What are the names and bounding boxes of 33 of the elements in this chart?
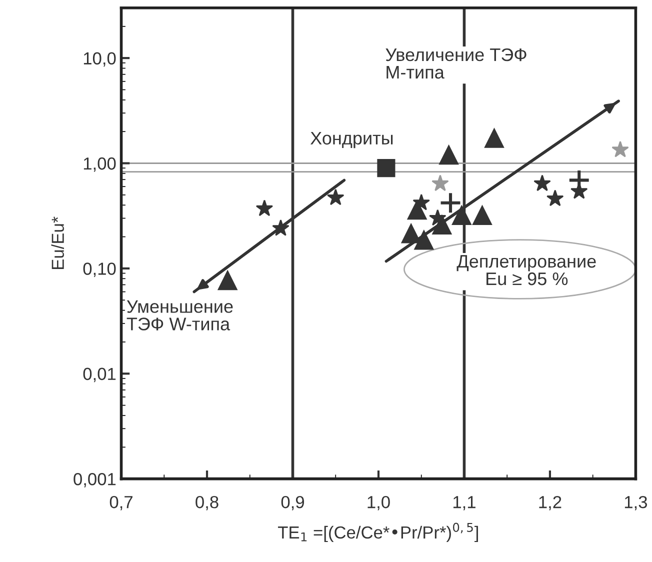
x-axis-title: TE$_{1}$ =[(Ce/Ce*•Pr/Pr*)$^{0,5}$] — [278, 522, 478, 542]
x-tick-label: 1,0 — [368, 496, 390, 510]
y-tick-label: 1,00 — [84, 157, 116, 172]
point — [472, 206, 492, 226]
annotation: Уменьшение ТЭФ W-типа — [126, 300, 233, 330]
point — [439, 192, 462, 214]
y-axis-title: Eu/Eu* — [51, 216, 64, 269]
point — [429, 209, 446, 226]
point — [612, 140, 629, 158]
x-tick-label: 1,2 — [539, 496, 562, 510]
point — [452, 206, 472, 226]
point — [484, 128, 504, 148]
annotation: Деплетирование Eu ≥ 95 % — [456, 255, 596, 286]
point — [326, 188, 344, 206]
x-tick-label: 1,1 — [453, 496, 476, 510]
point — [534, 174, 551, 192]
y-tick-label: 10,0 — [84, 52, 116, 67]
y-tick-label: 0,10 — [83, 262, 116, 277]
point — [218, 270, 238, 290]
x-tick-label: 0,9 — [281, 496, 304, 510]
point — [414, 230, 434, 250]
point — [432, 174, 449, 192]
x-tick-label: 0,8 — [196, 496, 218, 510]
annotation: Хондриты — [310, 132, 393, 148]
x-tick-label: 0,7 — [110, 496, 132, 510]
annotation: Увеличение ТЭФ М-типа — [386, 48, 526, 79]
y-tick-label: 0,001 — [74, 472, 116, 488]
point — [256, 200, 274, 216]
y-tick-label: 0,01 — [83, 368, 116, 382]
point — [546, 190, 564, 206]
point — [439, 145, 459, 165]
x-tick-label: 1,3 — [624, 496, 648, 510]
point — [377, 159, 396, 178]
